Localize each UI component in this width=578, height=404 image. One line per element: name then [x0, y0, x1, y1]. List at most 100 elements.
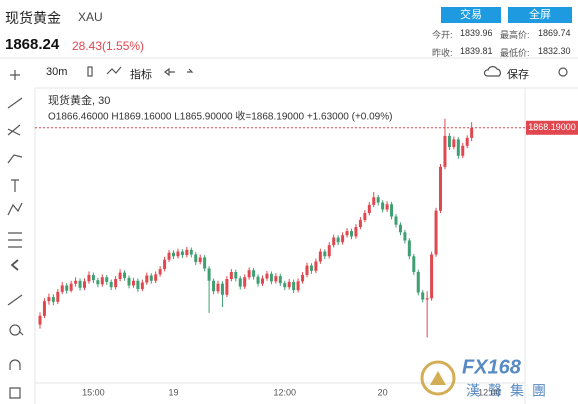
candle-body: [434, 210, 438, 255]
x-tick-label: 15:00: [82, 387, 105, 397]
x-tick-label: 19: [168, 387, 178, 397]
candle-body: [216, 283, 220, 292]
candle-body: [140, 282, 144, 289]
fullscreen-button[interactable]: 全屏: [508, 7, 572, 23]
candle-body: [172, 252, 175, 257]
price: 1868.24: [5, 36, 60, 53]
candle-body: [127, 277, 131, 286]
interval[interactable]: 30m: [46, 66, 68, 78]
candle-body: [158, 269, 162, 275]
price-change: 28.43(1.55%): [72, 39, 145, 53]
last-price-label: 1868.19000: [528, 122, 576, 132]
candle-body: [261, 278, 264, 284]
candle-body: [69, 283, 73, 291]
candle-body: [345, 231, 349, 236]
candle-body: [305, 265, 309, 275]
candle-body: [447, 135, 451, 147]
toolbar-icons: [7, 66, 568, 399]
candle-body: [430, 254, 434, 299]
candle-body: [74, 280, 78, 284]
candle-body: [91, 274, 95, 281]
candle-body: [390, 204, 394, 217]
candle-body: [416, 272, 420, 293]
candle-body: [407, 240, 411, 257]
candle-body: [234, 272, 238, 279]
candle-body: [65, 285, 69, 291]
candle-body: [154, 274, 158, 281]
candle-body: [461, 145, 465, 156]
candle-body: [443, 135, 447, 167]
candle-body: [243, 277, 247, 287]
candle-body: [105, 277, 109, 282]
indicators[interactable]: 指标: [130, 69, 152, 81]
candle-body: [332, 237, 336, 246]
candle-body: [421, 292, 425, 300]
last-price-tag: [526, 120, 578, 135]
candle-body: [114, 279, 118, 288]
candle-body: [292, 281, 296, 291]
legend-ohlc: O1866.46000 H1869.16000 L1865.90000 收=18…: [48, 110, 392, 123]
candle-body: [287, 281, 291, 288]
x-tick-label: 12:00: [478, 387, 501, 397]
candle-body: [470, 127, 474, 138]
candle-body: [109, 281, 113, 288]
candle-body: [203, 257, 207, 269]
stat-label: 今开:: [432, 30, 453, 40]
candle-body: [278, 276, 282, 284]
watermark: FX168 漢聲集團: [420, 356, 554, 399]
candle-body: [238, 278, 242, 287]
candle-body: [274, 276, 278, 282]
candle-body: [51, 297, 55, 302]
candle-body: [385, 204, 389, 210]
candle-body: [149, 275, 153, 281]
candle-body: [252, 270, 256, 277]
candle-body: [145, 275, 149, 283]
candle-body: [372, 197, 376, 205]
candle-body: [56, 291, 60, 302]
candle-body: [96, 280, 100, 285]
candle-body: [394, 216, 398, 225]
candle-body: [180, 251, 184, 256]
candle-body: [189, 249, 193, 255]
trade-button[interactable]: 交易: [441, 7, 501, 23]
stat-value: 1839.96: [460, 28, 493, 38]
candle-body: [163, 259, 167, 270]
candle-body: [412, 256, 416, 273]
candle-body: [176, 251, 180, 257]
candle-body: [194, 254, 198, 263]
candle-body: [247, 270, 251, 278]
candle-body: [207, 268, 211, 281]
watermark-company: 漢聲集團: [466, 383, 554, 399]
candle-body: [323, 251, 327, 257]
candle-body: [341, 235, 345, 243]
candle-body: [314, 261, 318, 271]
candle-body: [220, 283, 224, 295]
candle-body: [350, 231, 353, 237]
candle-body: [318, 251, 322, 262]
candle-body: [376, 197, 380, 203]
candle-body: [100, 277, 104, 285]
candle-body: [47, 297, 51, 302]
watermark-logo: FX168: [462, 356, 522, 378]
candle-body: [336, 237, 340, 243]
candle-body: [439, 166, 442, 211]
candle-body: [131, 280, 135, 286]
legend-title: 现货黄金, 30: [48, 93, 110, 107]
save[interactable]: 保存: [507, 69, 529, 81]
candle-body: [265, 273, 269, 279]
candle-body: [136, 280, 140, 289]
stat-value: 1832.30: [538, 46, 571, 56]
candle-body: [198, 257, 202, 263]
candle-body: [229, 272, 233, 280]
candle-body: [425, 298, 429, 300]
candle-body: [354, 227, 358, 237]
candle-body: [42, 301, 46, 316]
candle-body: [296, 281, 300, 291]
candle-body: [225, 279, 229, 295]
candle-body: [212, 280, 216, 292]
candle-body: [123, 272, 127, 278]
candle-body: [309, 265, 313, 271]
instrument-name: 现货黄金: [5, 10, 61, 26]
